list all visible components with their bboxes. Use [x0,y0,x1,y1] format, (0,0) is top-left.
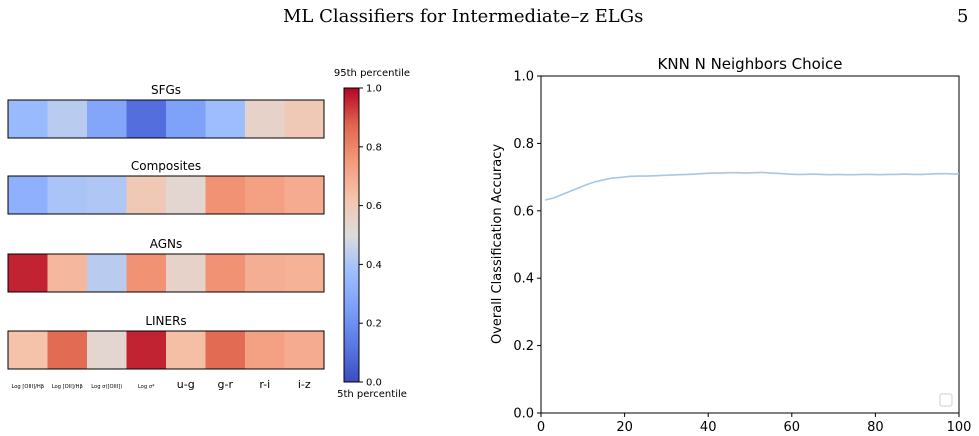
x-tick-label: 40 [700,420,717,435]
panel-title: AGNs [150,237,183,251]
feature-label: i-z [298,378,311,391]
x-tick-label: 100 [947,420,972,435]
y-axis-label: Overall Classification Accuracy [490,144,505,344]
plot-frame [540,75,960,414]
heatmap-cell [8,100,48,138]
feature-label: g-r [218,378,234,391]
heatmap-cell [245,100,285,138]
heatmap-panel-sfgs: SFGs [7,83,325,139]
panel-frame [7,99,325,139]
feature-label: Log σ([OIII]) [91,384,122,390]
chart-title: KNN N Neighbors Choice [658,55,843,73]
x-tick-label: 20 [616,420,633,435]
heatmap-cell [205,254,246,292]
heatmap-cell [87,254,127,292]
heatmap-cell [8,331,48,369]
heatmap-cell [284,176,325,214]
heatmap-cell [284,331,325,369]
colorbar-tick-label: 0.8 [366,142,382,153]
colorbar-ticks: 0.0 0.2 0.4 0.6 0.8 1.0 [359,84,382,389]
heatmap-cell [126,176,167,214]
heatmap-panel-composites: Composites [7,159,325,215]
heatmap-cell [166,254,206,292]
heatmap-cell [205,100,246,138]
y-tick-label: 0.2 [513,339,534,354]
colorbar-tick-label: 1.0 [366,84,382,95]
panel-frame [7,253,325,293]
x-tick-label: 60 [784,420,801,435]
y-tick-label: 0.8 [513,137,534,152]
colorbar-gradient [343,87,360,383]
heatmap-cell [205,331,246,369]
x-axis-ticks: 0 20 40 60 80 100 [537,413,972,435]
colorbar-tick-label: 0.2 [366,319,382,330]
x-tick-label: 80 [867,420,884,435]
heatmap-cell [87,331,127,369]
y-tick-label: 0.4 [513,272,534,287]
y-tick-label: 0.0 [513,407,534,422]
colorbar: 95th percentile 0.0 0.2 0.4 0.6 0.8 1.0 5th p… [334,68,410,400]
panel-frame [7,175,325,215]
feature-label: Log [OII]/Hβ [52,384,83,390]
line-chart: KNN N Neighbors Choice 0 20 40 60 80 100 0.00… [490,55,971,435]
x-tick-label: 0 [537,420,545,435]
running-title: ML Classifiers for Intermediate–z ELGs [283,6,644,27]
feature-label: Log σ* [138,384,155,390]
heatmap-cell [47,100,88,138]
colorbar-tick-label: 0.6 [366,201,382,212]
heatmap-panel-liners: LINERs [7,314,325,370]
panel-title: SFGs [151,83,181,97]
feature-label: Log [OIII]/Hβ [11,384,44,390]
heatmap-panels: SFGs Composites AGNs LINERs [7,83,325,370]
heatmap-cell [166,331,206,369]
heatmap-cell [166,176,206,214]
heatmap-cell [87,100,127,138]
panel-frame [7,330,325,370]
heatmap-cell [47,331,88,369]
y-axis-ticks: 0.0 0.2 0.4 0.6 0.8 1.0 [513,70,541,422]
heatmap-cell [245,254,285,292]
heatmap-cell [47,254,88,292]
heatmap-cell [126,331,167,369]
running-head: ML Classifiers for Intermediate–z ELGs 5 [0,2,979,32]
colorbar-tick-label: 0.4 [366,260,382,271]
y-tick-label: 1.0 [513,70,534,85]
heatmap-cell [245,331,285,369]
legend-box [939,393,953,407]
page-number: 5 [957,6,969,27]
colorbar-tick-label: 0.0 [366,378,382,389]
heatmap-cell [126,100,167,138]
heatmap-cell [126,254,167,292]
heatmap-cell [8,176,48,214]
series-line-accuracy [545,171,960,201]
feature-labels: Log [OIII]/Hβ Log [OII]/Hβ Log σ([OIII]) Lo… [11,378,310,391]
heatmap-cell [87,176,127,214]
heatmap-cell [284,254,325,292]
panel-title: LINERs [145,314,186,328]
feature-label: r-i [259,378,270,391]
heatmap-cell [166,100,206,138]
feature-label: u-g [177,378,195,391]
heatmap-panel-agns: AGNs [7,237,325,293]
heatmap-cell [8,254,48,292]
heatmap-cell [245,176,285,214]
y-tick-label: 0.6 [513,204,534,219]
heatmap-cell [284,100,325,138]
heatmap-cell [205,176,246,214]
panel-title: Composites [131,159,201,173]
heatmap-cell [47,176,88,214]
colorbar-top-label: 95th percentile [334,68,410,79]
colorbar-bottom-label: 5th percentile [337,389,407,400]
